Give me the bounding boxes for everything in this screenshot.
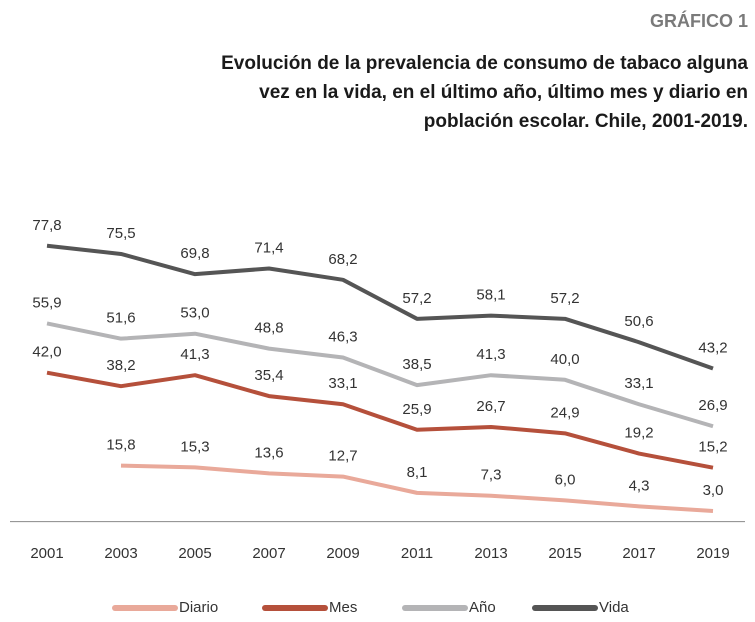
data-label: 48,8 xyxy=(254,320,283,337)
data-label: 3,0 xyxy=(703,482,724,499)
data-label: 8,1 xyxy=(407,464,428,481)
chart-title: población escolar. Chile, 2001-2019. xyxy=(424,111,748,132)
data-label: 68,2 xyxy=(328,251,357,268)
x-tick-label: 2007 xyxy=(252,545,285,562)
data-label: 41,3 xyxy=(180,346,209,363)
data-label: 15,8 xyxy=(106,437,135,454)
data-label: 69,8 xyxy=(180,245,209,262)
data-label: 57,2 xyxy=(550,290,579,307)
data-label: 50,6 xyxy=(624,313,653,330)
x-tick-label: 2015 xyxy=(548,545,581,562)
data-label: 25,9 xyxy=(402,401,431,418)
data-label: 43,2 xyxy=(698,339,727,356)
data-label: 77,8 xyxy=(32,217,61,234)
data-label: 19,2 xyxy=(624,425,653,442)
data-label: 53,0 xyxy=(180,305,209,322)
data-label: 57,2 xyxy=(402,290,431,307)
series-line xyxy=(46,243,714,371)
data-label: 35,4 xyxy=(254,367,283,384)
data-label: 12,7 xyxy=(328,448,357,465)
legend-label: Año xyxy=(469,599,496,616)
data-label: 46,3 xyxy=(328,328,357,345)
x-tick-label: 2019 xyxy=(696,545,729,562)
chart-title: vez en la vida, en el último año, último… xyxy=(259,82,748,103)
data-label: 42,0 xyxy=(32,344,61,361)
chart-label: GRÁFICO 1 xyxy=(650,10,748,31)
x-tick-label: 2013 xyxy=(474,545,507,562)
data-label: 26,9 xyxy=(698,397,727,414)
data-label: 33,1 xyxy=(624,375,653,392)
series-line xyxy=(46,321,714,429)
x-tick-label: 2017 xyxy=(622,545,655,562)
x-tick-label: 2003 xyxy=(104,545,137,562)
data-label: 55,9 xyxy=(32,294,61,311)
data-label: 15,2 xyxy=(698,439,727,456)
legend-label: Mes xyxy=(329,599,357,616)
data-label: 41,3 xyxy=(476,346,505,363)
legend-label: Vida xyxy=(599,599,629,616)
x-tick-label: 2009 xyxy=(326,545,359,562)
series-line xyxy=(46,370,714,470)
data-label: 33,1 xyxy=(328,375,357,392)
data-label: 38,5 xyxy=(402,356,431,373)
data-label: 6,0 xyxy=(555,471,576,488)
series-line xyxy=(120,463,714,513)
data-label: 40,0 xyxy=(550,351,579,368)
data-label: 38,2 xyxy=(106,357,135,374)
data-label: 4,3 xyxy=(629,477,650,494)
data-label: 15,3 xyxy=(180,438,209,455)
data-label: 13,6 xyxy=(254,444,283,461)
chart-title: Evolución de la prevalencia de consumo d… xyxy=(221,53,748,74)
x-tick-label: 2001 xyxy=(30,545,63,562)
data-label: 26,7 xyxy=(476,398,505,415)
x-tick-label: 2011 xyxy=(401,545,433,562)
data-label: 58,1 xyxy=(476,287,505,304)
x-tick-label: 2005 xyxy=(178,545,211,562)
data-label: 75,5 xyxy=(106,225,135,242)
data-label: 51,6 xyxy=(106,310,135,327)
data-label: 24,9 xyxy=(550,404,579,421)
legend-label: Diario xyxy=(179,599,218,616)
data-label: 7,3 xyxy=(481,467,502,484)
data-label: 71,4 xyxy=(254,239,283,256)
